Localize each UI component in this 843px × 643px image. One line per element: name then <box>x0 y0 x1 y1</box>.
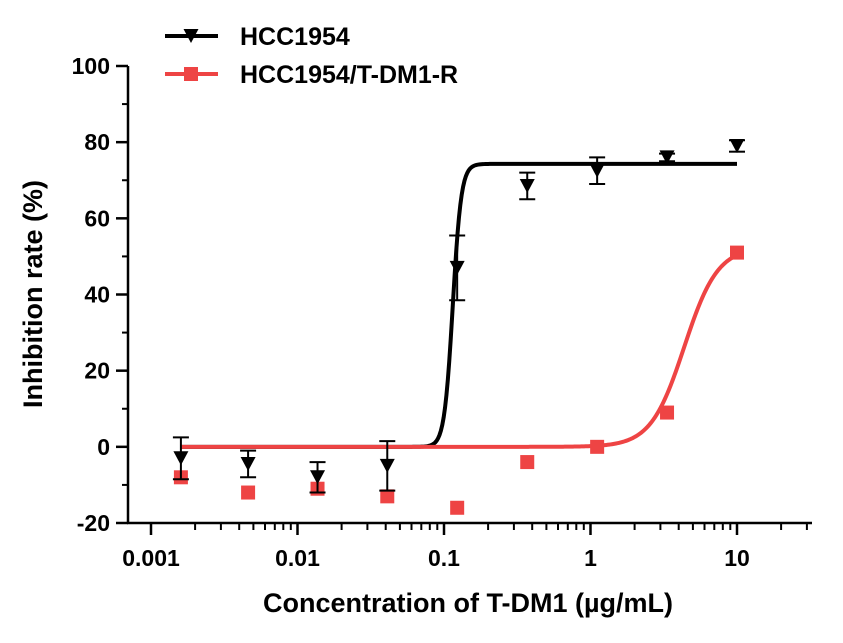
data-point-hcc1954 <box>449 260 465 275</box>
y-tick-label: 0 <box>97 434 110 460</box>
data-point-hcc1954 <box>659 150 675 165</box>
x-tick-label: 0.01 <box>275 545 320 571</box>
data-points <box>172 138 745 515</box>
fit-curve-hcc1954 <box>180 161 737 449</box>
x-tick-label: 0.001 <box>122 545 180 571</box>
x-axis-title: Concentration of T-DM1 (µg/mL) <box>263 588 673 618</box>
data-point-hcc1954-tdm1r <box>730 245 744 260</box>
data-point-hcc1954 <box>729 138 745 153</box>
legend: HCC1954 HCC1954/T-DM1-R <box>165 23 458 89</box>
legend-label: HCC1954/T-DM1-R <box>240 61 458 89</box>
data-point-hcc1954 <box>379 458 395 473</box>
axes: -20 0 20 40 60 80 100 0.001 0.01 0.1 1 10 <box>72 53 812 571</box>
data-point-hcc1954 <box>240 456 256 471</box>
legend-marker <box>184 67 198 81</box>
data-point-hcc1954-tdm1r <box>660 405 675 420</box>
data-point-hcc1954-tdm1r <box>520 455 535 470</box>
y-tick-label: 20 <box>84 358 110 384</box>
data-point-hcc1954 <box>519 178 535 193</box>
x-tick-label: 1 <box>584 545 597 571</box>
data-point-hcc1954-tdm1r <box>241 485 256 500</box>
y-tick-label: 40 <box>84 282 110 308</box>
y-tick-label: 80 <box>84 129 110 155</box>
legend-label: HCC1954 <box>240 23 350 51</box>
y-tick-label: 60 <box>84 205 110 231</box>
data-point-hcc1954 <box>589 163 605 178</box>
data-point-hcc1954-tdm1r <box>450 500 465 515</box>
data-point-hcc1954-tdm1r <box>380 489 395 504</box>
data-point-hcc1954 <box>310 470 326 485</box>
legend-marker <box>183 29 199 43</box>
data-point-hcc1954-tdm1r <box>590 439 605 454</box>
legend-item-hcc1954: HCC1954 <box>165 23 350 51</box>
y-tick-label: -20 <box>77 510 110 536</box>
y-axis-title: Inhibition rate (%) <box>18 180 48 408</box>
fit-curves <box>180 161 738 449</box>
fit-curve-hcc1954-tdm1r <box>180 253 738 449</box>
data-point-hcc1954 <box>173 451 189 466</box>
y-tick-label: 100 <box>72 53 110 79</box>
x-tick-label: 10 <box>724 545 750 571</box>
legend-item-hcc1954-tdm1r: HCC1954/T-DM1-R <box>165 61 458 89</box>
x-tick-label: 0.1 <box>428 545 460 571</box>
